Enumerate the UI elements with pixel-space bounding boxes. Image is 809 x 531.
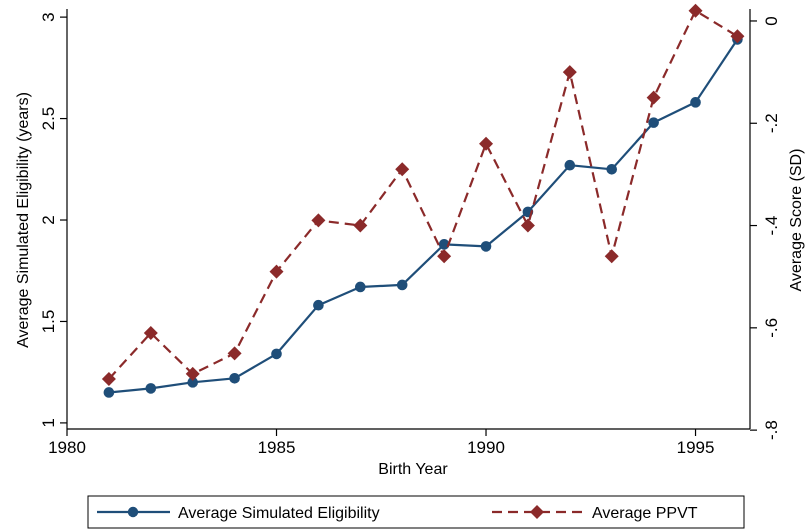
y-tick-label: 2.5 bbox=[39, 107, 58, 131]
y-ticks: 1 1.5 2 2.5 3 bbox=[39, 12, 67, 428]
axes: 1980 1985 1990 1995 1 1.5 2 2.5 3 -.8 -.6 -.4 -.2 0 bbox=[39, 9, 781, 457]
data-point-average-ppvt bbox=[437, 249, 452, 264]
data-point-average-ppvt bbox=[311, 213, 326, 228]
data-point-average-simulated-eligibility bbox=[690, 97, 701, 108]
data-point-average-ppvt bbox=[101, 371, 116, 386]
data-point-average-simulated-eligibility bbox=[606, 163, 618, 175]
y2-tick-label: -.6 bbox=[762, 318, 781, 338]
legend-marker-average-ppvt bbox=[530, 505, 544, 519]
legend-label-average-ppvt: Average PPVT bbox=[592, 505, 698, 522]
data-point-average-ppvt bbox=[185, 366, 200, 381]
x-tick-label: 1980 bbox=[48, 438, 86, 457]
y-tick-label: 2 bbox=[39, 215, 58, 224]
data-point-average-ppvt bbox=[269, 264, 284, 279]
data-point-average-simulated-eligibility bbox=[145, 383, 157, 394]
data-point-average-ppvt bbox=[479, 136, 494, 151]
y2-tick-label: 0 bbox=[762, 16, 781, 25]
data-point-average-simulated-eligibility bbox=[564, 159, 576, 171]
data-point-average-simulated-eligibility bbox=[313, 299, 324, 311]
x-tick-label: 1985 bbox=[258, 438, 296, 457]
y-axis-title: Average Simulated Eligibility (years) bbox=[15, 92, 32, 348]
data-point-average-simulated-eligibility bbox=[648, 117, 659, 128]
y-tick-label: 1 bbox=[39, 418, 58, 427]
legend-entry-average-ppvt: Average PPVT bbox=[492, 505, 698, 522]
series-line-average-ppvt bbox=[108, 9, 738, 380]
series-line-average-simulated-eligibility bbox=[108, 38, 739, 394]
data-point-average-simulated-eligibility bbox=[355, 281, 366, 293]
legend-label-average-simulated-eligibility: Average Simulated Eligibility bbox=[178, 505, 380, 522]
y-tick-label: 3 bbox=[39, 12, 58, 21]
data-point-average-ppvt bbox=[395, 162, 410, 177]
data-point-average-ppvt bbox=[604, 249, 619, 264]
y2-tick-label: -.8 bbox=[762, 420, 781, 440]
data-point-average-ppvt bbox=[730, 29, 745, 44]
y2-tick-label: -.4 bbox=[762, 216, 781, 236]
data-point-average-ppvt bbox=[143, 325, 158, 340]
data-point-average-simulated-eligibility bbox=[396, 279, 408, 291]
data-point-average-simulated-eligibility bbox=[229, 372, 240, 384]
y2-tick-label: -.2 bbox=[762, 113, 781, 133]
data-point-average-simulated-eligibility bbox=[103, 387, 115, 398]
legend-entry-average-simulated-eligibility: Average Simulated Eligibility bbox=[97, 505, 380, 522]
y2-ticks: -.8 -.6 -.4 -.2 0 bbox=[750, 16, 781, 440]
data-point-average-ppvt bbox=[520, 218, 535, 233]
series-average-simulated-eligibility bbox=[103, 34, 743, 398]
data-point-average-ppvt bbox=[227, 346, 242, 361]
legend: Average Simulated Eligibility Average PP… bbox=[87, 495, 745, 529]
series-average-ppvt bbox=[101, 3, 745, 386]
data-point-average-ppvt bbox=[688, 3, 703, 18]
data-point-average-ppvt bbox=[646, 90, 661, 105]
legend-marker-average-simulated-eligibility bbox=[127, 506, 139, 518]
data-point-average-simulated-eligibility bbox=[187, 377, 199, 388]
data-point-average-simulated-eligibility bbox=[438, 239, 450, 250]
data-point-average-ppvt bbox=[562, 65, 577, 80]
x-axis-title: Birth Year bbox=[378, 461, 448, 478]
x-tick-label: 1995 bbox=[677, 438, 715, 457]
plot-area bbox=[101, 3, 745, 398]
data-point-average-simulated-eligibility bbox=[480, 241, 492, 252]
x-ticks: 1980 1985 1990 1995 bbox=[48, 429, 714, 457]
y-tick-label: 1.5 bbox=[39, 310, 58, 334]
data-point-average-simulated-eligibility bbox=[271, 348, 282, 360]
legend-box bbox=[87, 495, 745, 529]
data-point-average-ppvt bbox=[353, 218, 368, 233]
y2-axis-title: Average Score (SD) bbox=[788, 149, 805, 292]
x-tick-label: 1990 bbox=[467, 438, 505, 457]
